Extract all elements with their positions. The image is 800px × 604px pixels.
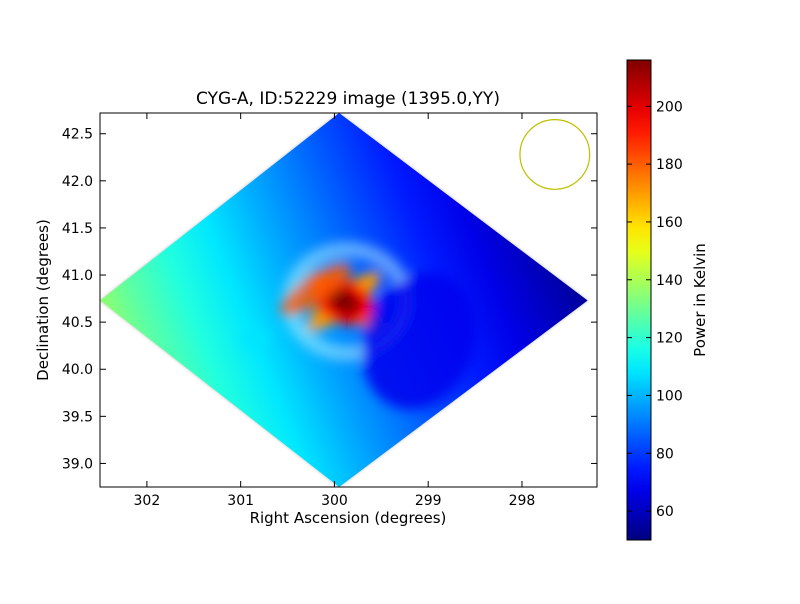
x-axis-ticks: 302 301 300 299 298 — [134, 113, 536, 509]
colorbar — [626, 59, 652, 541]
features — [240, 242, 476, 410]
y-axis-label: Declination (degrees) — [34, 219, 52, 381]
colorbar-tick-label: 60 — [656, 504, 674, 520]
x-tick-label: 299 — [415, 493, 442, 509]
colorbar-tick-label: 120 — [656, 331, 683, 347]
colorbar-tick-label: 180 — [656, 157, 683, 173]
colorbar-tick-label: 80 — [656, 446, 674, 462]
x-tick-label: 301 — [227, 493, 254, 509]
y-tick-label: 42.5 — [62, 127, 93, 143]
y-tick-label: 41.5 — [62, 221, 93, 237]
feature-peak-core — [326, 286, 361, 316]
colorbar-tick-label: 200 — [656, 99, 683, 115]
y-tick-label: 42.0 — [62, 174, 93, 190]
colorbar-tick-label: 140 — [656, 273, 683, 289]
axes-frame — [99, 112, 598, 488]
chart-title: CYG-A, ID:52229 image (1395.0,YY) — [196, 89, 500, 109]
x-axis-label: Right Ascension (degrees) — [250, 509, 447, 527]
y-tick-label: 41.0 — [62, 268, 93, 284]
colorbar-label: Power in Kelvin — [691, 243, 709, 357]
colorbar-ticks: 60 80 100 120 140 160 180 200 — [627, 99, 683, 520]
colorbar-tick-label: 160 — [656, 215, 683, 231]
feature-hotspot-arm — [280, 262, 352, 316]
y-tick-label: 39.0 — [62, 456, 93, 472]
y-axis-ticks: 39.0 39.5 40.0 40.5 41.0 41.5 42.0 42.5 — [62, 127, 597, 472]
x-tick-label: 298 — [509, 493, 536, 509]
feature-dip — [240, 328, 269, 349]
y-tick-label: 39.5 — [62, 409, 93, 425]
x-tick-label: 300 — [321, 493, 348, 509]
feature-dark-lobe — [361, 272, 476, 410]
beam-circle — [519, 118, 591, 190]
colorbar-tick-label: 100 — [656, 388, 683, 404]
y-tick-label: 40.5 — [62, 315, 93, 331]
y-tick-label: 40.0 — [62, 362, 93, 378]
x-tick-label: 302 — [134, 493, 161, 509]
